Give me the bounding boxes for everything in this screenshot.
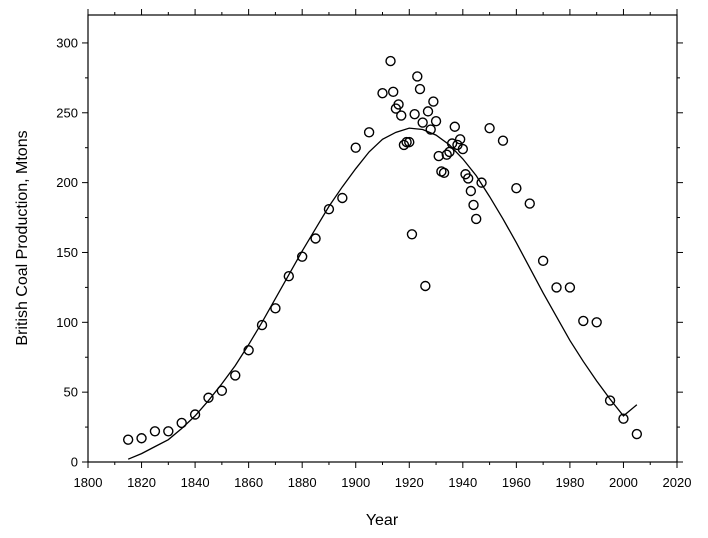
data-point: [578, 315, 589, 327]
y-tick-label: 300: [56, 35, 78, 50]
data-point: [465, 185, 477, 197]
data-point: [446, 138, 458, 149]
data-point: [468, 199, 479, 211]
x-axis-title: Year: [366, 512, 399, 529]
y-tick-label: 0: [71, 455, 78, 470]
data-point: [398, 139, 410, 151]
data-point: [591, 317, 602, 328]
data-point: [454, 134, 466, 145]
data-point: [350, 142, 361, 153]
x-tick-label: 1860: [234, 475, 263, 490]
y-tick-label: 200: [56, 175, 78, 190]
y-tick-label: 250: [56, 105, 78, 120]
x-tick-label: 1820: [127, 475, 156, 490]
data-point: [462, 173, 474, 184]
data-point: [428, 96, 439, 107]
data-point: [471, 213, 482, 225]
fitted-curve: [127, 127, 638, 460]
x-tick-label: 1800: [74, 475, 103, 490]
data-point: [136, 433, 147, 444]
data-point: [433, 150, 444, 162]
data-point: [511, 183, 522, 194]
x-tick-label: 1960: [502, 475, 531, 490]
data-point: [270, 303, 281, 314]
data-point: [230, 370, 241, 381]
data-point: [256, 319, 268, 331]
data-point: [406, 229, 418, 240]
data-point: [412, 71, 423, 82]
x-tick-label: 1980: [555, 475, 584, 490]
data-point: [420, 280, 431, 292]
data-point: [417, 117, 428, 128]
y-axis-title: British Coal Production, Mtons: [14, 130, 31, 345]
data-point: [337, 192, 348, 204]
data-point: [497, 135, 509, 146]
x-tick-label: 2000: [609, 475, 638, 490]
data-point: [283, 271, 294, 282]
data-point: [425, 124, 436, 135]
y-tick-label: 50: [64, 385, 78, 400]
data-point: [476, 177, 487, 188]
data-point: [414, 83, 426, 95]
x-tick-label: 2020: [663, 475, 692, 490]
data-point: [551, 282, 562, 293]
x-tick-label: 1900: [341, 475, 370, 490]
x-tick-label: 1840: [181, 475, 210, 490]
x-tick-label: 1880: [288, 475, 317, 490]
data-point: [618, 413, 629, 424]
data-point: [149, 426, 161, 437]
data-point: [484, 122, 495, 134]
data-point: [385, 55, 396, 67]
data-point: [430, 115, 442, 127]
x-tick-label: 1940: [448, 475, 477, 490]
data-point: [393, 99, 404, 110]
data-point: [388, 86, 399, 98]
data-point: [296, 251, 308, 262]
data-point: [377, 88, 388, 99]
data-point: [404, 136, 415, 148]
data-point: [564, 282, 576, 293]
data-point: [631, 428, 643, 440]
data-point: [323, 203, 335, 215]
data-point: [203, 392, 214, 403]
data-point: [363, 127, 375, 138]
y-tick-label: 100: [56, 315, 78, 330]
x-tick-label: 1920: [395, 475, 424, 490]
data-point: [216, 385, 228, 396]
data-point: [163, 426, 174, 437]
axis-tick-labels: 1800 1820 1840 1860 1880 1900 1920 1940 1960 1980…: [56, 35, 691, 490]
y-tick-label: 150: [56, 245, 78, 260]
data-point: [537, 255, 549, 267]
data-point: [396, 110, 407, 121]
data-point: [449, 121, 460, 132]
axis-ticks: [82, 9, 683, 468]
data-point: [176, 417, 187, 429]
data-point: [401, 136, 412, 148]
data-point: [310, 233, 321, 244]
data-point: [457, 143, 469, 155]
data-point: [122, 434, 134, 445]
data-point: [604, 395, 616, 406]
data-points: [122, 55, 643, 445]
data-point: [438, 167, 450, 179]
data-point: [422, 106, 434, 117]
data-point: [189, 409, 201, 420]
data-point: [243, 345, 254, 356]
data-point: [524, 198, 535, 209]
data-point: [409, 108, 420, 120]
plot-frame: [87, 14, 678, 463]
data-point: [441, 149, 452, 160]
